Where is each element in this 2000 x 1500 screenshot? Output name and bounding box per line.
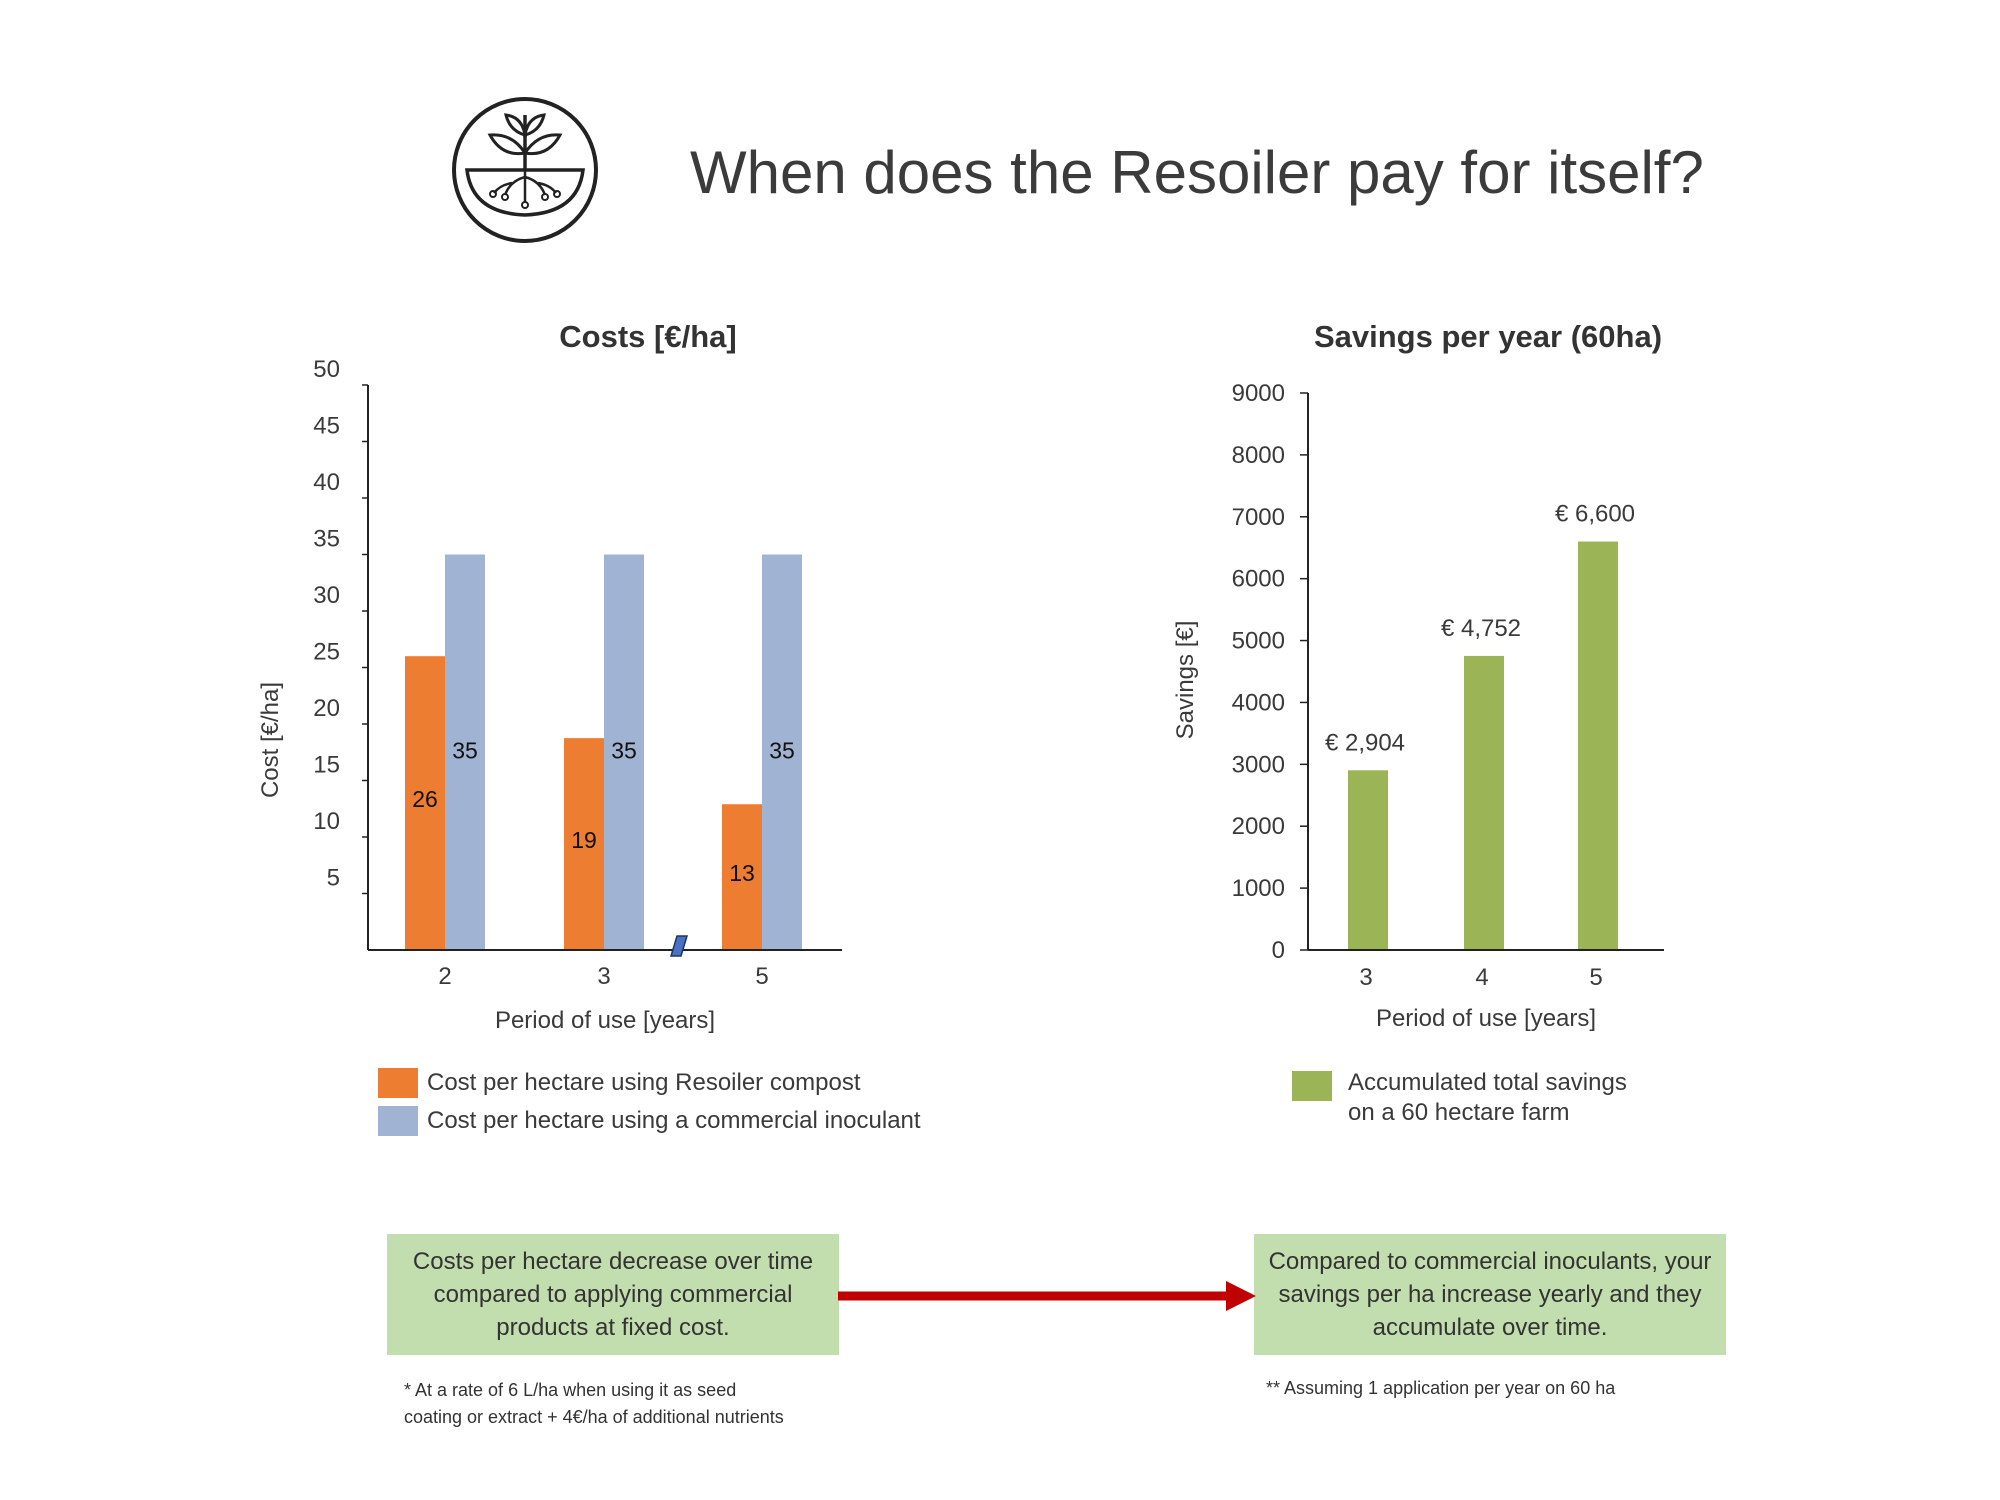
bar-savings (1348, 770, 1388, 950)
legend-label-savings-line2: on a 60 hectare farm (1348, 1099, 1570, 1126)
costs-y-tick-label: 30 (313, 582, 340, 609)
savings-x-tick-label: 3 (1359, 964, 1372, 991)
costs-chart-title: Costs [€/ha] (559, 319, 736, 354)
bar-label-commercial: 35 (611, 737, 637, 763)
footnote-left-line1: * At a rate of 6 L/ha when using it as s… (404, 1380, 737, 1400)
costs-y-tick-label: 20 (313, 695, 340, 722)
bar-savings (1578, 541, 1618, 950)
footnote-left-line2: coating or extract + 4€/ha of additional… (404, 1407, 784, 1427)
footnote-right: ** Assuming 1 application per year on 60… (1266, 1378, 1616, 1398)
page-title: When does the Resoiler pay for itself? (690, 139, 1704, 206)
savings-y-tick-label: 5000 (1232, 628, 1285, 655)
savings-legend: Accumulated total savings on a 60 hectar… (1292, 1068, 1627, 1136)
savings-y-tick-label: 7000 (1232, 504, 1285, 531)
savings-y-tick-label: 6000 (1232, 566, 1285, 593)
costs-x-tick-label: 5 (755, 963, 768, 990)
bar-savings (1464, 655, 1504, 950)
savings-y-tick-label: 0 (1272, 937, 1285, 964)
arrow-right-icon (838, 1281, 1256, 1311)
costs-y-tick-label: 10 (313, 808, 340, 835)
savings-y-tick-label: 4000 (1232, 689, 1285, 716)
costs-y-tick-label: 25 (313, 639, 340, 666)
bar-commercial (445, 554, 485, 950)
resoiler-logo-icon (452, 97, 598, 243)
bar-resoiler (405, 656, 445, 950)
bar-resoiler (564, 738, 604, 950)
bar-commercial (604, 554, 644, 950)
costs-y-tick-label: 15 (313, 752, 340, 779)
costs-x-tick-label: 2 (438, 963, 451, 990)
savings-chart: Savings per year (60ha) 9000 8000 7000 6000… (1172, 319, 1664, 1032)
legend-label-commercial: Cost per hectare using a commercial inoc… (427, 1107, 921, 1134)
axis-break-icon (669, 935, 689, 957)
bar-label-resoiler: 26 (412, 786, 438, 812)
legend-label-resoiler: Cost per hectare using Resoiler compost (427, 1069, 861, 1096)
costs-y-tick-label: 35 (313, 526, 340, 553)
legend-label-savings-line1: Accumulated total savings (1348, 1069, 1627, 1096)
savings-y-tick-label: 2000 (1232, 813, 1285, 840)
savings-y-tick-label: 8000 (1232, 442, 1285, 469)
savings-y-axis-label: Savings [€] (1172, 621, 1199, 740)
savings-y-tick-label: 1000 (1232, 875, 1285, 902)
costs-x-axis-label: Period of use [years] (495, 1007, 715, 1034)
legend-item-savings: Accumulated total savings on a 60 hectar… (1292, 1068, 1627, 1128)
costs-y-tick-label: 50 (313, 356, 340, 383)
bar-label-resoiler: 13 (729, 860, 755, 886)
bar-label-savings: € 2,904 (1325, 729, 1405, 756)
commercial-swatch (378, 1106, 418, 1136)
callout-left: Costs per hectare decrease over time com… (387, 1234, 839, 1355)
savings-swatch (1292, 1071, 1332, 1101)
savings-x-tick-label: 5 (1589, 964, 1602, 991)
costs-y-tick-label: 45 (313, 413, 340, 440)
bar-label-savings: € 4,752 (1441, 615, 1521, 642)
costs-y-tick-label: 40 (313, 469, 340, 496)
legend-item-resoiler: Cost per hectare using Resoiler compost (378, 1068, 921, 1098)
resoiler-swatch (378, 1068, 418, 1098)
savings-y-tick-label: 9000 (1232, 380, 1285, 407)
savings-x-axis-label: Period of use [years] (1376, 1005, 1596, 1032)
bar-label-resoiler: 19 (571, 827, 597, 853)
bar-commercial (762, 554, 802, 950)
costs-x-tick-label: 3 (597, 963, 610, 990)
costs-y-tick-label: 5 (327, 865, 340, 892)
legend-item-commercial: Cost per hectare using a commercial inoc… (378, 1106, 921, 1136)
bar-label-commercial: 35 (452, 737, 478, 763)
costs-y-axis-label: Cost [€/ha] (257, 682, 284, 798)
callout-right: Compared to commercial inoculants, your … (1254, 1234, 1726, 1355)
savings-y-tick-label: 3000 (1232, 751, 1285, 778)
costs-legend: Cost per hectare using Resoiler compost … (378, 1068, 921, 1144)
bar-label-savings: € 6,600 (1555, 501, 1635, 528)
savings-chart-title: Savings per year (60ha) (1314, 319, 1662, 354)
footnote-left: * At a rate of 6 L/ha when using it as s… (404, 1377, 784, 1431)
bar-label-commercial: 35 (769, 737, 795, 763)
savings-x-tick-label: 4 (1475, 964, 1488, 991)
bar-resoiler (722, 804, 762, 950)
